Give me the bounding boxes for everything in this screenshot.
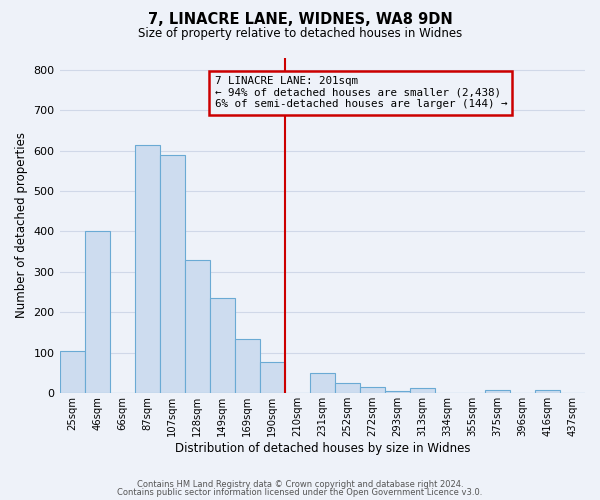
Bar	[485, 390, 510, 394]
Bar	[385, 392, 410, 394]
Bar	[209, 298, 235, 394]
Text: 7 LINACRE LANE: 201sqm
← 94% of detached houses are smaller (2,438)
6% of semi-d: 7 LINACRE LANE: 201sqm ← 94% of detached…	[215, 76, 507, 109]
Text: Size of property relative to detached houses in Widnes: Size of property relative to detached ho…	[138, 28, 462, 40]
Bar	[260, 362, 285, 394]
Bar	[85, 232, 110, 394]
Bar	[59, 351, 85, 394]
Bar	[535, 390, 560, 394]
Bar	[185, 260, 209, 394]
Text: Contains public sector information licensed under the Open Government Licence v3: Contains public sector information licen…	[118, 488, 482, 497]
Bar	[310, 373, 335, 394]
Bar	[160, 154, 185, 394]
Bar	[134, 145, 160, 394]
Text: 7, LINACRE LANE, WIDNES, WA8 9DN: 7, LINACRE LANE, WIDNES, WA8 9DN	[148, 12, 452, 28]
X-axis label: Distribution of detached houses by size in Widnes: Distribution of detached houses by size …	[175, 442, 470, 455]
Bar	[235, 338, 260, 394]
Text: Contains HM Land Registry data © Crown copyright and database right 2024.: Contains HM Land Registry data © Crown c…	[137, 480, 463, 489]
Bar	[335, 383, 360, 394]
Bar	[410, 388, 435, 394]
Y-axis label: Number of detached properties: Number of detached properties	[15, 132, 28, 318]
Bar	[360, 387, 385, 394]
